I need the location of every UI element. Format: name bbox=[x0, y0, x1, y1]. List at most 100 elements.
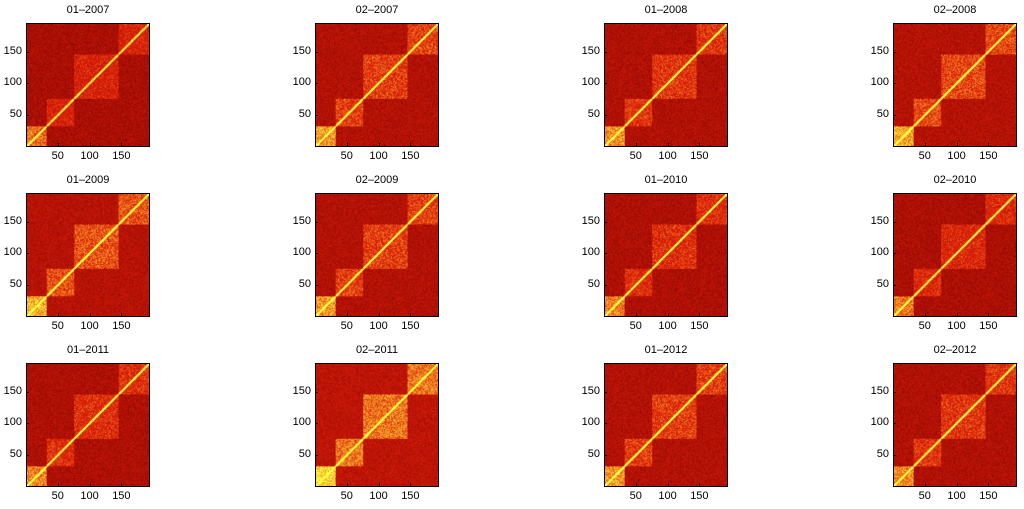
heatmap-cells bbox=[605, 364, 727, 486]
y-tick-mark bbox=[893, 52, 896, 53]
x-tick-mark bbox=[58, 483, 59, 486]
y-tick-label: 150 bbox=[292, 384, 311, 397]
x-tick-mark bbox=[699, 483, 700, 486]
heatmap-cells bbox=[605, 194, 727, 316]
heatmap-cells bbox=[27, 194, 149, 316]
y-tick-mark bbox=[26, 455, 29, 456]
y-tick-mark bbox=[315, 423, 318, 424]
x-tick-label: 50 bbox=[340, 150, 353, 162]
y-tick-label: 50 bbox=[298, 108, 311, 121]
y-tick-label: 100 bbox=[581, 76, 600, 89]
x-tick-label: 50 bbox=[340, 490, 353, 502]
panel-title: 02–2012 bbox=[933, 344, 977, 356]
x-tick-label: 50 bbox=[51, 320, 64, 332]
panel-title: 02–2011 bbox=[355, 344, 398, 356]
y-tick-label: 150 bbox=[870, 44, 889, 57]
y-tick-mark bbox=[604, 83, 607, 84]
panel-title: 01–2012 bbox=[644, 344, 688, 356]
y-tick-mark bbox=[604, 392, 607, 393]
y-tick-label: 50 bbox=[876, 448, 889, 461]
heatmap-panel: 01–2009 50 100 150 50 100 150 bbox=[0, 174, 150, 339]
x-tick-mark bbox=[668, 483, 669, 486]
heatmap-cells bbox=[894, 24, 1016, 146]
x-tick-label: 100 bbox=[369, 150, 388, 162]
x-tick-mark bbox=[636, 483, 637, 486]
y-tick-label: 150 bbox=[292, 44, 311, 57]
x-tick-label: 100 bbox=[947, 150, 966, 162]
panel-title: 02–2008 bbox=[933, 4, 977, 16]
x-tick-mark bbox=[699, 313, 700, 316]
heatmap-plot-area bbox=[604, 193, 728, 317]
x-tick-label: 100 bbox=[80, 490, 99, 502]
heatmap-panel: 02–2007 50 100 150 50 100 150 bbox=[289, 4, 439, 169]
y-tick-mark bbox=[26, 115, 29, 116]
y-tick-label: 100 bbox=[581, 246, 600, 259]
heatmap-plot-area bbox=[26, 23, 150, 147]
x-tick-label: 50 bbox=[918, 320, 931, 332]
y-tick-label: 50 bbox=[9, 278, 22, 291]
y-tick-mark bbox=[26, 52, 29, 53]
y-tick-mark bbox=[893, 253, 896, 254]
y-tick-mark bbox=[315, 455, 318, 456]
y-tick-label: 50 bbox=[298, 278, 311, 291]
heatmap-plot-area bbox=[604, 23, 728, 147]
y-tick-mark bbox=[315, 222, 318, 223]
y-tick-mark bbox=[315, 83, 318, 84]
y-tick-label: 100 bbox=[292, 416, 311, 429]
x-tick-label: 150 bbox=[979, 490, 998, 502]
x-tick-label: 150 bbox=[112, 490, 131, 502]
x-tick-label: 50 bbox=[340, 320, 353, 332]
y-tick-label: 150 bbox=[581, 384, 600, 397]
x-tick-mark bbox=[90, 143, 91, 146]
x-tick-mark bbox=[347, 483, 348, 486]
y-tick-label: 50 bbox=[587, 108, 600, 121]
heatmap-cells bbox=[27, 24, 149, 146]
y-tick-mark bbox=[26, 222, 29, 223]
y-tick-label: 50 bbox=[876, 278, 889, 291]
x-tick-mark bbox=[121, 483, 122, 486]
y-tick-mark bbox=[604, 455, 607, 456]
y-tick-mark bbox=[604, 115, 607, 116]
y-tick-label: 50 bbox=[876, 108, 889, 121]
x-tick-mark bbox=[410, 143, 411, 146]
y-tick-mark bbox=[604, 423, 607, 424]
x-tick-mark bbox=[957, 483, 958, 486]
y-tick-label: 50 bbox=[9, 448, 22, 461]
panel-title: 01–2009 bbox=[66, 174, 110, 186]
y-tick-mark bbox=[604, 285, 607, 286]
heatmap-cells bbox=[27, 364, 149, 486]
x-tick-mark bbox=[925, 143, 926, 146]
x-tick-mark bbox=[957, 313, 958, 316]
x-tick-mark bbox=[347, 143, 348, 146]
x-tick-mark bbox=[58, 143, 59, 146]
heatmap-panel: 02–2011 50 100 150 50 100 150 bbox=[289, 344, 439, 509]
y-tick-mark bbox=[893, 423, 896, 424]
x-tick-mark bbox=[379, 143, 380, 146]
y-tick-label: 150 bbox=[870, 384, 889, 397]
x-tick-label: 100 bbox=[80, 150, 99, 162]
x-tick-label: 50 bbox=[51, 150, 64, 162]
y-tick-mark bbox=[604, 253, 607, 254]
y-tick-mark bbox=[26, 253, 29, 254]
x-tick-label: 50 bbox=[918, 150, 931, 162]
y-tick-mark bbox=[26, 423, 29, 424]
panel-title: 01–2011 bbox=[66, 344, 109, 356]
y-tick-mark bbox=[893, 285, 896, 286]
y-tick-label: 150 bbox=[581, 44, 600, 57]
heatmap-cells bbox=[316, 24, 438, 146]
y-tick-mark bbox=[26, 83, 29, 84]
x-tick-mark bbox=[410, 313, 411, 316]
y-tick-label: 100 bbox=[3, 246, 22, 259]
y-tick-mark bbox=[604, 52, 607, 53]
y-tick-label: 50 bbox=[298, 448, 311, 461]
heatmap-panel: 01–2007 50 100 150 50 100 150 bbox=[0, 4, 150, 169]
x-tick-label: 50 bbox=[629, 150, 642, 162]
x-tick-label: 100 bbox=[80, 320, 99, 332]
x-tick-label: 100 bbox=[369, 320, 388, 332]
heatmap-panel: 01–2008 50 100 150 50 100 150 bbox=[578, 4, 728, 169]
heatmap-plot-area bbox=[315, 23, 439, 147]
heatmap-plot-area bbox=[26, 363, 150, 487]
x-tick-label: 150 bbox=[690, 150, 709, 162]
x-tick-mark bbox=[410, 483, 411, 486]
